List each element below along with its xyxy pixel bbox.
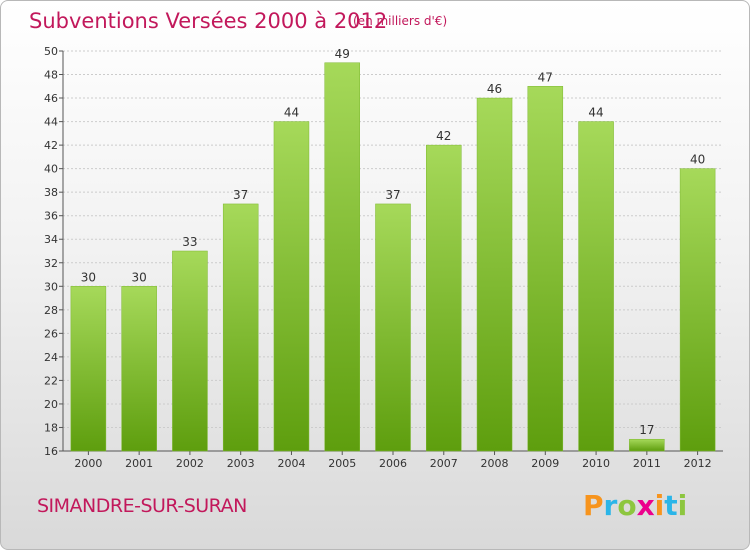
data-label-2011: 17 [639, 423, 654, 437]
bar-2007 [426, 144, 462, 452]
proxiti-logo: Proxiti [583, 489, 687, 522]
bar-2008 [476, 97, 513, 452]
y-tick-label: 18 [44, 421, 58, 434]
y-tick-label: 36 [44, 210, 58, 223]
y-tick-label: 40 [44, 163, 58, 176]
chart-subtitle: (en milliers d'€) [353, 14, 448, 28]
y-tick-label: 28 [44, 304, 58, 317]
data-label-2006: 37 [385, 188, 400, 202]
bars [70, 62, 716, 452]
data-label-2003: 37 [233, 188, 248, 202]
y-tick-label: 24 [44, 351, 58, 364]
logo-letter: r [603, 489, 618, 522]
logo-letter: x [636, 489, 655, 522]
y-tick-label: 32 [44, 257, 58, 270]
commune-name: SIMANDRE-SUR-SURAN [37, 495, 247, 517]
x-tick-label: 2012 [684, 457, 712, 470]
bar-2000 [70, 286, 107, 452]
y-tick-label: 46 [44, 92, 58, 105]
bar-2012 [679, 168, 716, 452]
logo-letter: P [583, 489, 604, 522]
x-tick-label: 2008 [481, 457, 509, 470]
chart-title: Subventions Versées 2000 à 2012 [29, 9, 388, 33]
x-tick-label: 2000 [74, 457, 102, 470]
bar-2006 [375, 203, 411, 452]
y-tick-label: 26 [44, 327, 58, 340]
logo-letter: o [617, 489, 637, 522]
data-label-2007: 42 [436, 129, 451, 143]
logo-letter: t [664, 489, 678, 522]
y-tick-label: 48 [44, 69, 58, 82]
data-label-2008: 46 [487, 82, 502, 96]
x-tick-label: 2010 [582, 457, 610, 470]
bar-2009 [527, 86, 564, 452]
bar-2011 [629, 438, 665, 452]
bar-2005 [324, 62, 360, 452]
y-tick-label: 22 [44, 374, 58, 387]
data-label-2001: 30 [132, 270, 147, 284]
y-tick-label: 38 [44, 186, 58, 199]
x-tick-label: 2006 [379, 457, 407, 470]
y-tick-label: 34 [44, 233, 58, 246]
y-tick-label: 16 [44, 445, 58, 458]
y-tick-label: 30 [44, 280, 58, 293]
data-label-2004: 44 [284, 106, 299, 120]
data-label-2002: 33 [182, 235, 197, 249]
x-tick-label: 2003 [227, 457, 255, 470]
x-tick-label: 2005 [328, 457, 356, 470]
data-label-2000: 30 [81, 270, 96, 284]
y-tick-label: 20 [44, 398, 58, 411]
x-tick-label: 2009 [531, 457, 559, 470]
x-tick-label: 2011 [633, 457, 661, 470]
data-label-2010: 44 [588, 106, 603, 120]
x-tick-label: 2004 [277, 457, 305, 470]
bar-2001 [121, 286, 157, 452]
logo-letter: i [654, 489, 665, 522]
bar-2002 [172, 250, 208, 452]
x-tick-labels: 2000 2001 2002 2003 2004 2005 2006 2007 2008 2009… [74, 457, 711, 470]
bar-2004 [273, 121, 310, 452]
y-tick-label: 50 [44, 45, 58, 58]
y-tick-label: 44 [44, 116, 58, 129]
data-label-2009: 47 [538, 70, 553, 84]
data-label-2012: 40 [690, 153, 705, 167]
x-tick-label: 2002 [176, 457, 204, 470]
logo-letter: i [677, 489, 688, 522]
y-tick-labels: 16 18 20 22 24 26 28 30 32 34 36 38 40 42 44 46 48 50 [44, 45, 58, 458]
data-labels: 30 30 33 37 44 49 37 42 46 47 44 17 40 [81, 47, 706, 437]
x-tick-label: 2001 [125, 457, 153, 470]
data-label-2005: 49 [335, 47, 350, 61]
bar-2003 [222, 203, 259, 452]
y-tick-label: 42 [44, 139, 58, 152]
bar-2010 [578, 121, 614, 452]
x-tick-label: 2007 [430, 457, 458, 470]
